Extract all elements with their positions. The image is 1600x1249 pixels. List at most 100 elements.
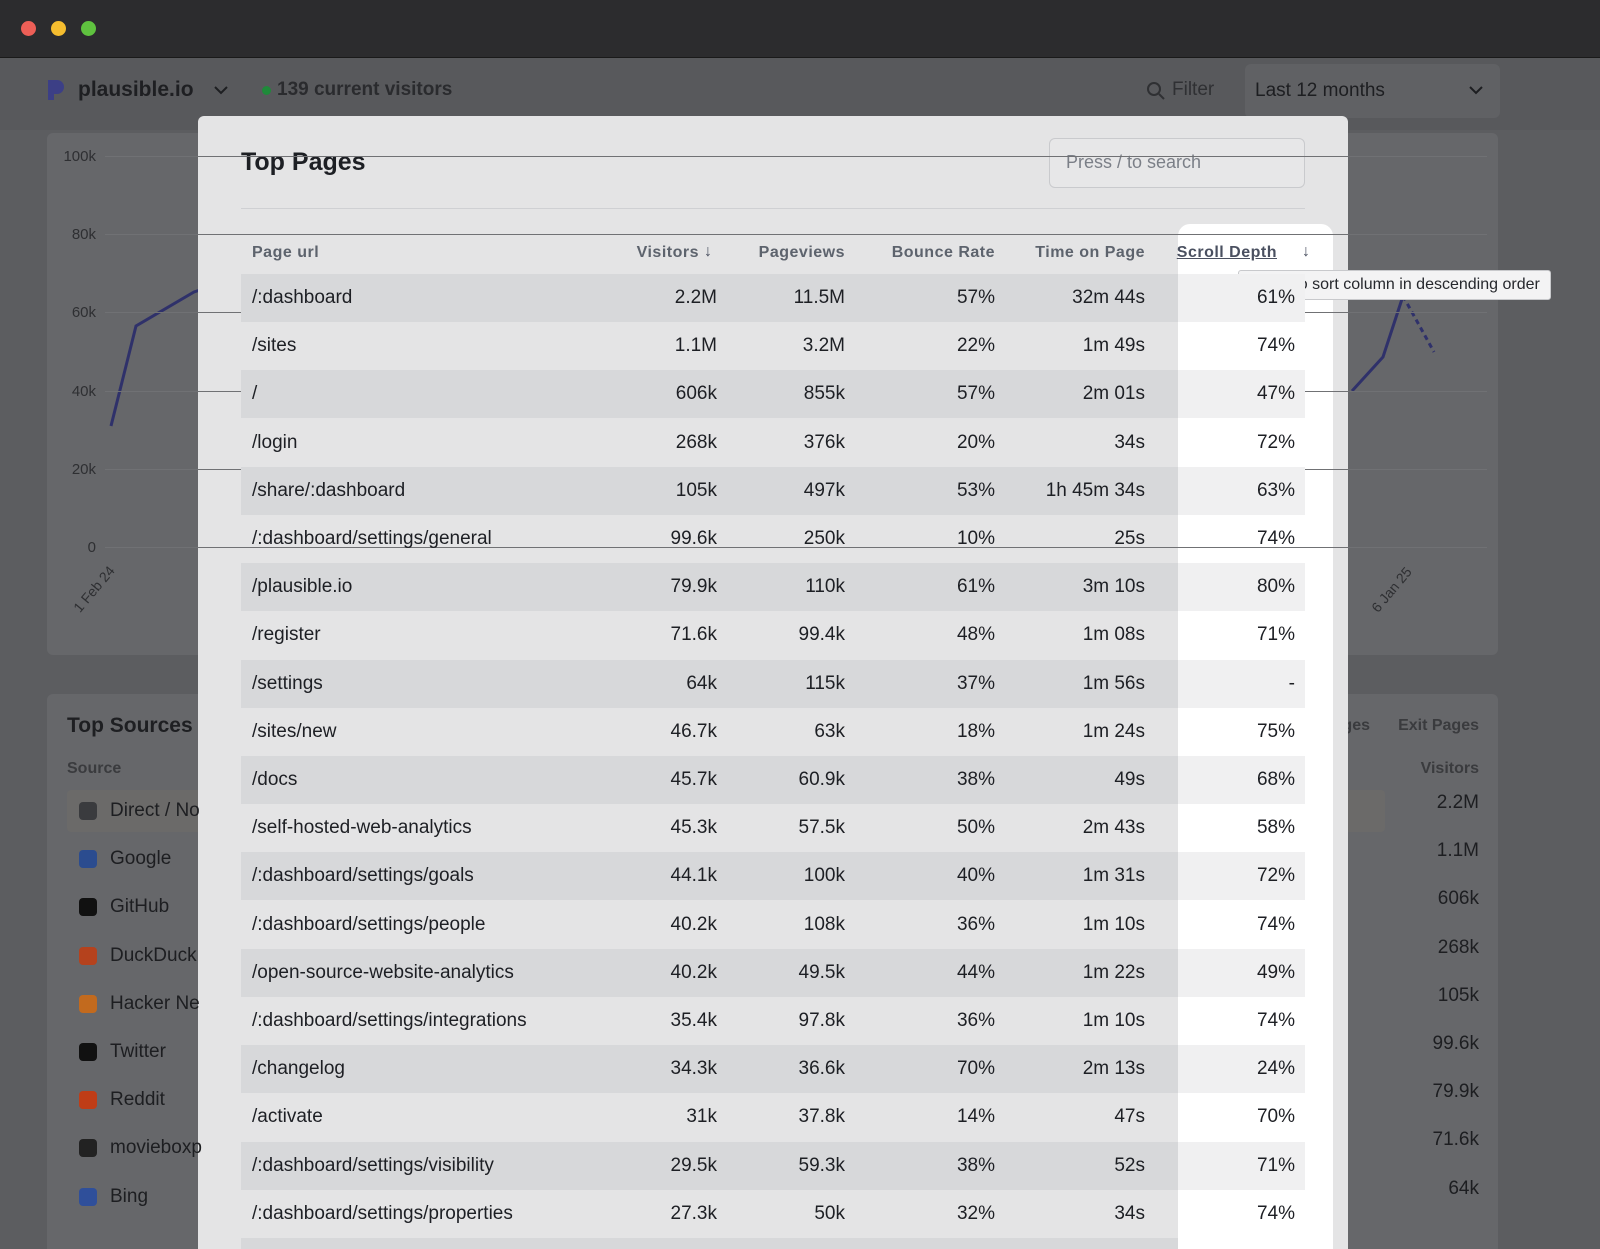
y-tick-label: 20k: [71, 460, 96, 478]
cell-value: 99.6k: [670, 528, 717, 549]
maximize-button[interactable]: [81, 21, 96, 36]
page-url[interactable]: /settings: [252, 672, 323, 694]
page-url[interactable]: /:dashboard/settings/visibility: [252, 1154, 494, 1176]
source-name[interactable]: Google: [110, 848, 172, 870]
cell-value: 36%: [956, 913, 995, 935]
cell-value: 37%: [956, 672, 995, 694]
cell-value: 2m 13s: [1082, 1058, 1145, 1080]
cell-value: 64k: [686, 672, 717, 694]
cell-value: 63k: [814, 720, 845, 742]
column-header[interactable]: Time on Page: [1035, 244, 1145, 261]
cell-value: 105k: [675, 479, 717, 501]
cell-value: 74%: [1256, 528, 1295, 549]
cell-value: 37.8k: [798, 1106, 845, 1128]
cell-value: 72%: [1256, 865, 1295, 887]
close-button[interactable]: [21, 21, 36, 36]
row-stripe: [241, 1238, 1178, 1249]
source-name[interactable]: Bing: [110, 1185, 149, 1207]
cell-value: 27.3k: [670, 1202, 717, 1224]
source-visitors: 99.6k: [1432, 1033, 1479, 1054]
cell-value: 115k: [805, 672, 845, 694]
column-header[interactable]: Pageviews: [758, 244, 845, 261]
search-input[interactable]: [1049, 138, 1305, 188]
cell-value: 38%: [956, 1154, 995, 1176]
column-header[interactable]: Page url: [252, 244, 320, 261]
source-name[interactable]: Direct / No: [110, 800, 200, 821]
cell-value: 34.3k: [670, 1058, 717, 1080]
cell-value: 44%: [956, 961, 995, 983]
cell-value: 99.4k: [798, 624, 845, 646]
cell-value: 45.7k: [670, 769, 717, 790]
source-visitors: 2.2M: [1436, 792, 1479, 813]
cell-value: 1m 22s: [1082, 961, 1145, 983]
cell-value: 2m 01s: [1082, 383, 1145, 405]
column-header[interactable]: Bounce Rate: [891, 244, 995, 261]
divider: [241, 208, 1305, 209]
site-name[interactable]: plausible.io: [78, 78, 194, 101]
page-url[interactable]: /plausible.io: [252, 576, 353, 598]
page-url[interactable]: /self-hosted-web-analytics: [252, 817, 472, 839]
tab[interactable]: Exit Pages: [1398, 717, 1479, 734]
column-header[interactable]: Visitors: [636, 244, 699, 261]
cell-value: 1h 45m 34s: [1045, 479, 1145, 501]
page-url[interactable]: /:dashboard/settings/integrations: [252, 1010, 527, 1031]
source-name[interactable]: Twitter: [110, 1041, 166, 1062]
page-url[interactable]: /register: [252, 624, 321, 646]
period-label[interactable]: Last 12 months: [1255, 80, 1385, 101]
cell-value: 3.2M: [802, 335, 845, 357]
row-stripe: [1178, 1141, 1305, 1190]
page-url[interactable]: /:dashboard/settings/goals: [252, 865, 474, 887]
row-stripe: [1178, 852, 1305, 901]
cell-value: 35.4k: [670, 1010, 717, 1031]
page-url[interactable]: /sites/new: [252, 720, 337, 742]
period-dropdown[interactable]: [1245, 64, 1500, 118]
source-icon: [79, 994, 97, 1013]
cell-value: 3m 10s: [1082, 576, 1145, 598]
cell-value: 74%: [1256, 335, 1295, 357]
page-url[interactable]: /:dashboard: [252, 287, 353, 308]
cell-value: 2m 43s: [1082, 817, 1145, 839]
cell-value: 108k: [803, 913, 845, 935]
page-url[interactable]: /share/:dashboard: [252, 479, 406, 501]
cell-value: 11.5M: [793, 287, 845, 308]
filter-button[interactable]: Filter: [1172, 79, 1215, 100]
search-placeholder[interactable]: Press / to search: [1066, 152, 1202, 172]
cell-value: 49s: [1114, 769, 1145, 790]
cell-value: 1m 10s: [1082, 1010, 1145, 1031]
source-visitors: 606k: [1437, 888, 1479, 910]
cell-value: 10%: [956, 528, 995, 549]
cell-value: 38%: [956, 769, 995, 790]
page-url[interactable]: /activate: [252, 1106, 323, 1128]
row-stripe: [241, 1141, 1178, 1190]
source-name[interactable]: movieboxp: [110, 1137, 202, 1159]
page-url[interactable]: /login: [252, 431, 298, 453]
cell-value: 71%: [1256, 624, 1295, 646]
minimize-button[interactable]: [51, 21, 66, 36]
page-url[interactable]: /:dashboard/settings/properties: [252, 1202, 513, 1224]
source-icon: [79, 1091, 97, 1110]
cell-value: 80%: [1256, 576, 1295, 598]
site-chevron[interactable]: [213, 84, 229, 96]
period-chevron[interactable]: [1468, 84, 1484, 96]
cell-value: 855k: [803, 383, 845, 405]
source-name[interactable]: GitHub: [110, 896, 170, 918]
page-url[interactable]: /sites: [252, 335, 297, 357]
page-url[interactable]: /: [252, 383, 258, 405]
cell-value: 31k: [686, 1106, 717, 1128]
page-url[interactable]: /changelog: [252, 1058, 345, 1080]
source-name[interactable]: DuckDuck: [110, 944, 197, 966]
page-url[interactable]: /docs: [252, 769, 298, 790]
cell-value: 100k: [803, 865, 845, 887]
page-url[interactable]: /open-source-website-analytics: [252, 961, 514, 983]
page-url[interactable]: /:dashboard/settings/general: [252, 528, 492, 549]
page-url[interactable]: /:dashboard/settings/people: [252, 913, 486, 935]
source-name[interactable]: Reddit: [110, 1089, 165, 1111]
column-header[interactable]: Scroll Depth: [1176, 244, 1277, 261]
cell-value: 97.8k: [798, 1010, 845, 1031]
row-stripe: [241, 756, 1178, 804]
current-visitors[interactable]: 139 current visitors: [277, 79, 453, 100]
source-name[interactable]: Hacker Ne: [110, 992, 200, 1014]
row-stripe: [1178, 563, 1305, 612]
cell-value: 74%: [1256, 1202, 1295, 1224]
